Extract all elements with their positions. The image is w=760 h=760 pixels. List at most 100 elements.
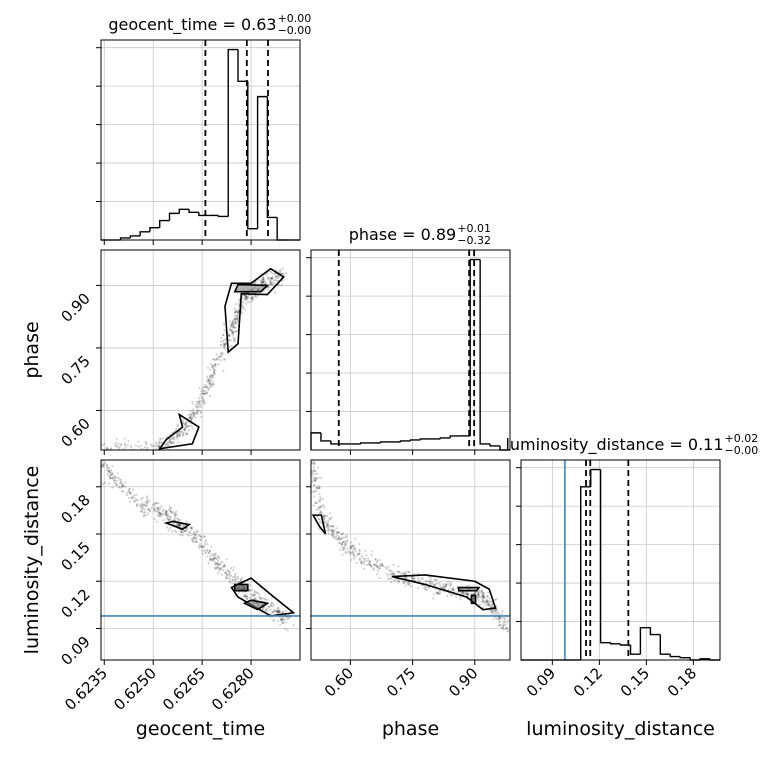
sample-point (446, 594, 449, 598)
sample-point (211, 366, 214, 369)
sample-point (128, 492, 132, 495)
sample-point (175, 427, 178, 430)
sample-point (211, 383, 214, 386)
sample-point (225, 576, 228, 579)
sample-point (429, 582, 432, 585)
sample-point (188, 531, 192, 534)
sample-point (397, 580, 400, 583)
contour-core (233, 583, 249, 592)
histogram-bin (649, 627, 661, 636)
sample-point (260, 611, 263, 614)
sample-point (252, 594, 255, 598)
sample-point (392, 563, 395, 567)
sample-point (506, 626, 509, 629)
sample-point (234, 578, 237, 581)
hist-frame-bg-luminosity_distance (521, 460, 720, 660)
sample-point (392, 572, 395, 575)
sample-point (313, 477, 316, 480)
sample-point (206, 378, 209, 382)
sample-point (461, 591, 464, 594)
sample-point (358, 552, 361, 555)
sample-point (451, 593, 454, 597)
sample-point (102, 464, 105, 467)
sample-point (124, 452, 126, 454)
sample-point (376, 566, 379, 569)
sample-point (202, 385, 205, 388)
sample-point (336, 531, 339, 534)
sample-point (227, 570, 231, 573)
sample-point (146, 499, 149, 502)
sample-point (143, 513, 146, 517)
sample-point (380, 562, 383, 565)
sample-point (439, 592, 442, 595)
sample-point (502, 623, 506, 627)
sample-point (227, 577, 230, 580)
sample-point (503, 618, 506, 621)
sample-point (278, 616, 282, 619)
sample-point (203, 542, 206, 546)
sample-point (423, 588, 426, 591)
sample-point (262, 597, 265, 600)
sample-point (236, 310, 239, 313)
sample-point (140, 505, 143, 508)
sample-point (109, 452, 111, 454)
sample-point (286, 617, 290, 621)
histogram-bin (129, 235, 141, 238)
sample-point (213, 554, 216, 557)
sample-point (149, 510, 152, 513)
sample-point (110, 476, 113, 480)
sample-point (184, 425, 187, 428)
sample-point (208, 380, 211, 383)
sample-point (242, 301, 245, 304)
sample-point (266, 276, 270, 279)
sample-point (245, 597, 249, 601)
sample-point (174, 529, 177, 532)
sample-point (200, 390, 203, 393)
sample-point (192, 412, 195, 415)
sample-point (198, 409, 201, 412)
contour-inner (457, 586, 481, 592)
sample-point (223, 329, 226, 332)
sample-point (184, 426, 187, 430)
sample-point (145, 504, 148, 507)
sample-point (179, 533, 182, 536)
x-tick-label: 0.15 (617, 664, 653, 700)
sample-point (332, 525, 335, 528)
sample-point (234, 321, 237, 324)
sample-point (494, 609, 498, 612)
sample-point (162, 519, 165, 522)
sample-point (345, 551, 348, 555)
sample-point (331, 528, 334, 531)
sample-point (326, 526, 329, 529)
sample-point (271, 283, 274, 286)
sample-point (269, 608, 272, 611)
sample-point (183, 428, 186, 431)
title-main-geocent_time: geocent_time = 0.63 (108, 15, 276, 35)
sample-point (164, 511, 168, 514)
sample-point (168, 508, 172, 511)
sample-point (136, 499, 139, 502)
sample-point (264, 609, 267, 613)
sample-point (390, 581, 393, 584)
histogram-bin (188, 209, 199, 214)
sample-point (413, 577, 416, 580)
sample-point (491, 609, 494, 612)
sample-point (318, 500, 322, 503)
sample-point (342, 546, 345, 549)
histogram-bin (256, 95, 268, 229)
sample-point (273, 291, 277, 294)
sample-point (178, 523, 181, 526)
sample-point (121, 490, 124, 493)
sample-point (417, 578, 420, 581)
sample-point (434, 584, 437, 587)
sample-point (478, 588, 481, 591)
sample-point (182, 525, 185, 528)
sample-point (228, 574, 231, 577)
sample-point (315, 486, 318, 489)
sample-point (198, 387, 201, 390)
sample-point (466, 593, 469, 596)
sample-point (213, 372, 216, 375)
sample-point (341, 543, 344, 546)
sample-point (208, 386, 211, 389)
sample-point (451, 588, 455, 592)
